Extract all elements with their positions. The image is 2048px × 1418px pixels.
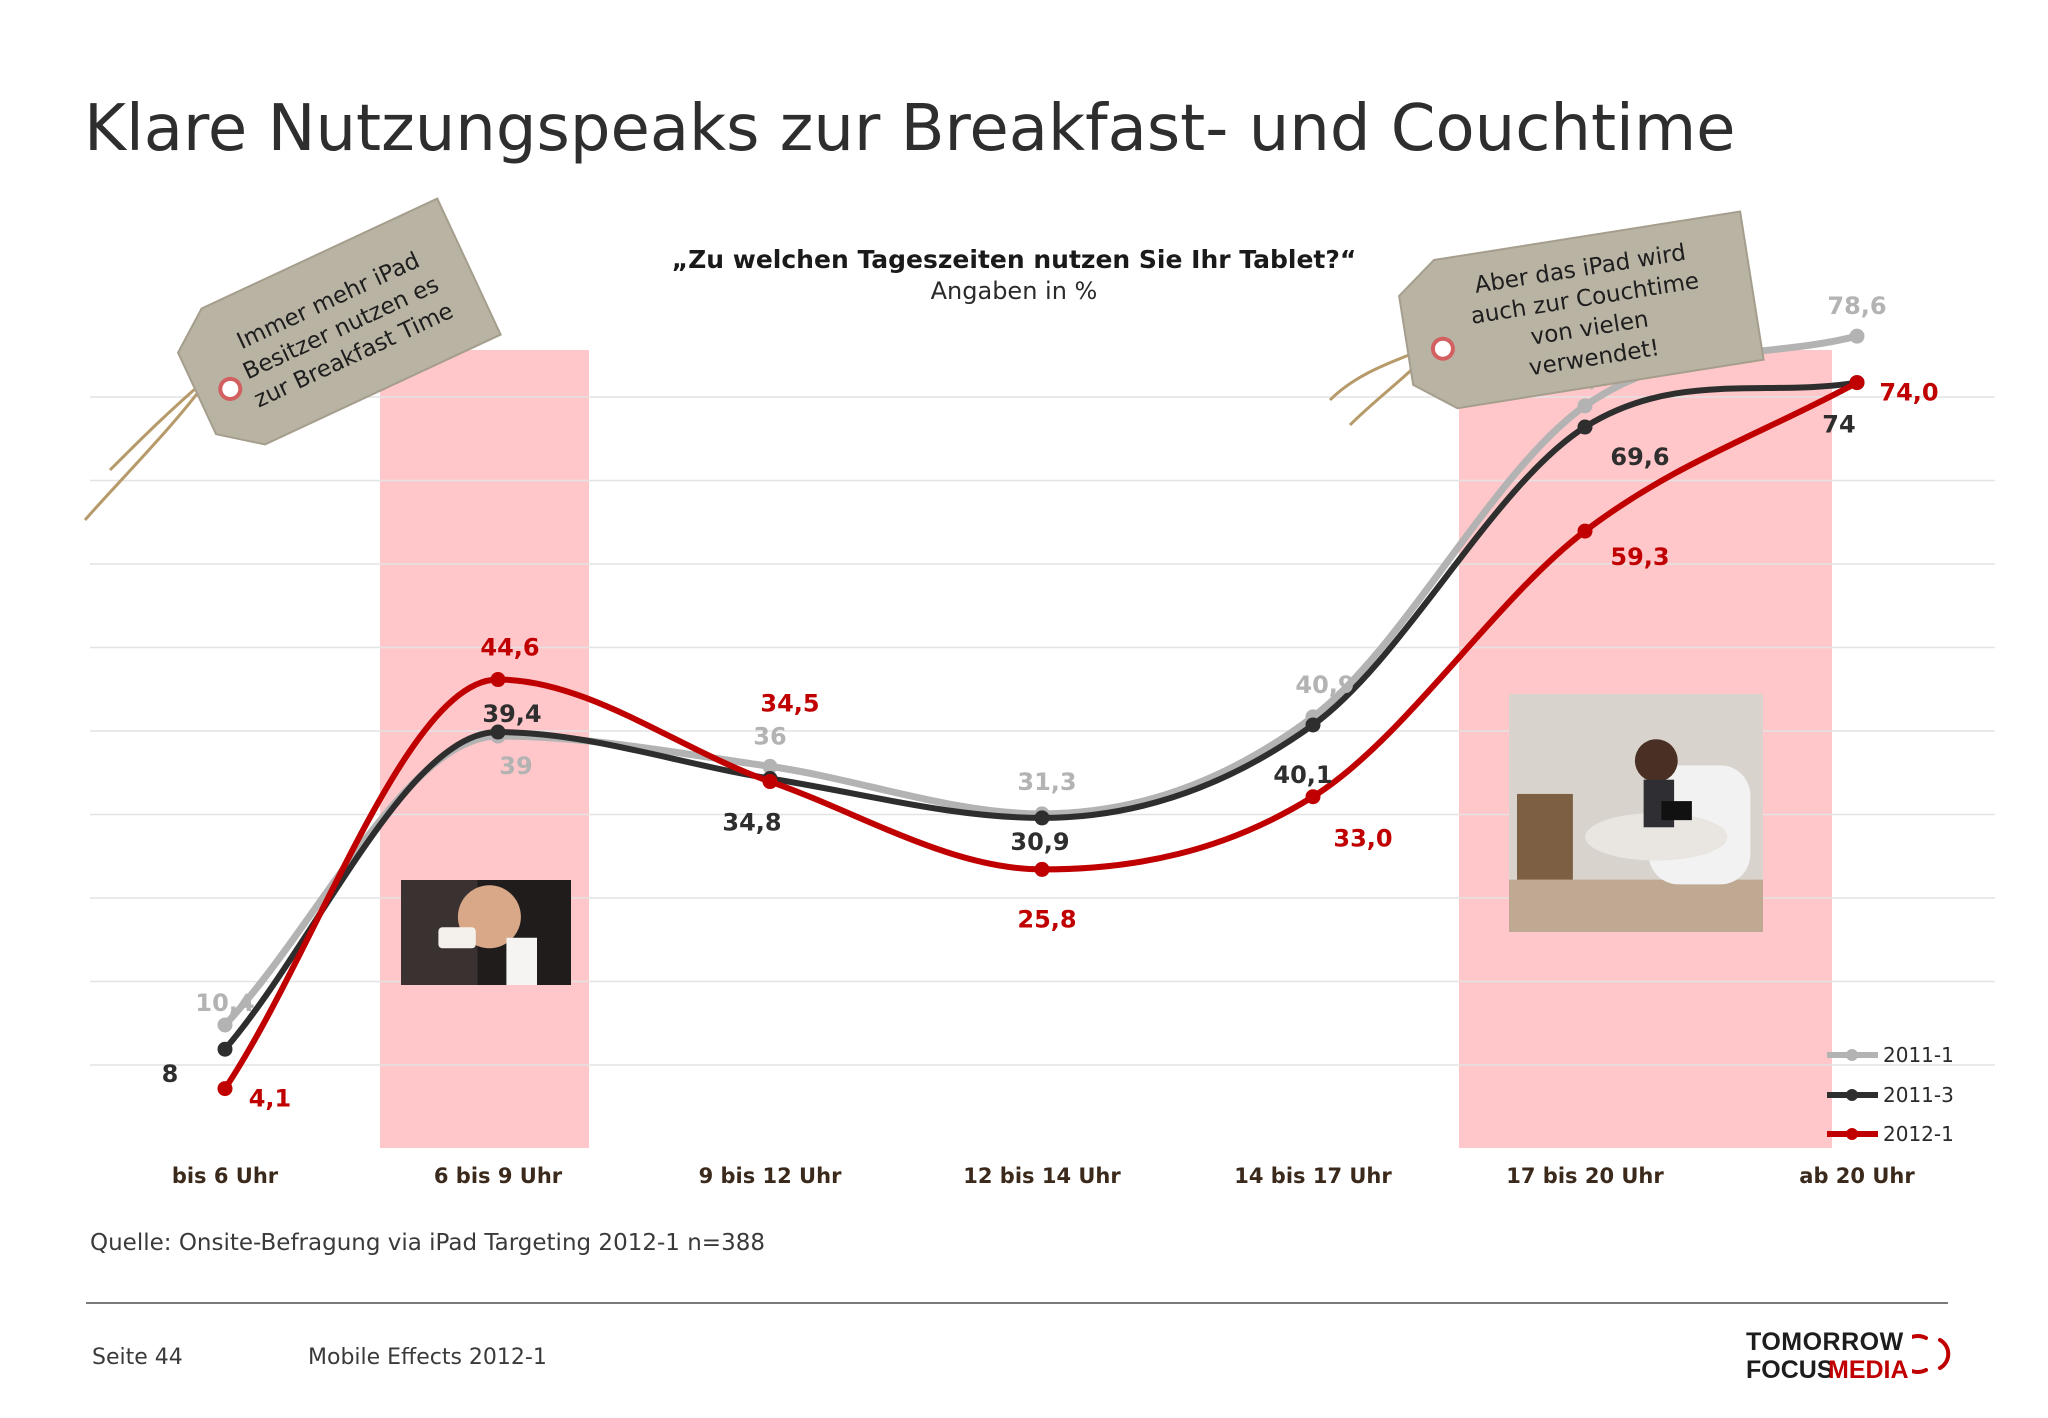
data-label-2012-1-0: 4,1 [249,1085,292,1113]
data-point-2012-1-1 [490,672,506,688]
photo-dresser [1517,793,1573,880]
breakfast-tag-shape [176,197,502,446]
data-label-2011-3-1: 39,4 [482,700,541,728]
data-point-2011-1-5 [1577,398,1593,414]
data-label-2011-1-4: 40,9 [1295,671,1354,699]
legend-label-2011-3: 2011-3 [1883,1083,1954,1107]
data-label-2011-1-3: 31,3 [1017,768,1076,796]
logo-line-1: TOMORROW [1746,1328,1904,1356]
data-point-2012-1-4 [1305,789,1321,805]
data-label-2011-3-4: 40,1 [1273,761,1332,789]
legend-marker-2011-3 [1846,1089,1858,1101]
data-label-2011-3-5: 69,6 [1610,443,1669,471]
data-label-2012-1-4: 33,0 [1333,825,1392,853]
data-point-2012-1-2 [762,774,778,790]
data-label-2011-3-6: 74 [1822,411,1855,439]
page-number: Seite 44 [92,1345,183,1370]
x-tick-label-6: ab 20 Uhr [1799,1164,1915,1188]
data-point-2011-3-0 [217,1041,233,1057]
data-point-2011-1-2 [762,758,778,774]
data-label-2011-3-3: 30,9 [1010,828,1069,856]
data-point-2011-3-3 [1034,810,1050,826]
data-label-2011-1-0: 10,4 [195,989,254,1017]
tomorrow-focus-media-logo: TOMORROW FOCUS MEDIA [1746,1324,1956,1384]
x-tick-label-5: 17 bis 20 Uhr [1506,1164,1664,1188]
data-point-2011-1-6 [1849,328,1865,344]
couch-photo [1509,694,1763,932]
report-name: Mobile Effects 2012-1 [308,1345,547,1370]
data-point-2011-3-4 [1305,717,1321,733]
data-point-2012-1-6 [1849,375,1865,391]
x-tick-label-3: 12 bis 14 Uhr [963,1164,1121,1188]
couchtime-tag-shape [1398,210,1765,410]
data-point-2011-1-0 [217,1017,233,1033]
logo-line-2a: FOCUS [1746,1356,1834,1384]
legend-marker-2012-1 [1846,1128,1858,1140]
logo-circle-icon [1912,1334,1951,1374]
chart-title: „Zu welchen Tageszeiten nutzen Sie Ihr T… [672,245,1357,274]
data-label-2012-1-3: 25,8 [1017,905,1076,933]
data-label-2011-1-6: 78,6 [1827,292,1886,320]
page-title: Klare Nutzungspeaks zur Breakfast- und C… [84,92,1736,166]
legend-marker-2011-1 [1846,1049,1858,1061]
data-point-2012-1-0 [217,1081,233,1097]
x-tick-label-2: 9 bis 12 Uhr [699,1164,843,1188]
data-point-2012-1-5 [1577,523,1593,539]
data-label-2011-1-1: 39 [499,752,532,780]
data-point-2011-3-1 [490,724,506,740]
data-label-2012-1-5: 59,3 [1610,543,1669,571]
data-label-2011-3-0: 8 [162,1060,179,1088]
x-tick-label-4: 14 bis 17 Uhr [1234,1164,1392,1188]
data-point-2011-3-5 [1577,419,1593,435]
x-tick-label-0: bis 6 Uhr [172,1164,279,1188]
data-point-2012-1-3 [1034,861,1050,877]
couchtime-tag-eyelet [1430,336,1455,361]
footer-divider [86,1302,1948,1304]
legend-label-2012-1: 2012-1 [1883,1122,1954,1146]
x-tick-label-1: 6 bis 9 Uhr [434,1164,563,1188]
photo-tablet [1661,801,1692,821]
breakfast-tag-eyelet [218,376,243,401]
data-label-2011-1-2: 36 [753,722,786,750]
photo-cup [438,927,476,949]
photo-legs [1585,813,1728,861]
chart-subtitle: Angaben in % [931,277,1098,305]
data-label-2012-1-1: 44,6 [480,634,539,662]
source-note: Quelle: Onsite-Befragung via iPad Target… [90,1230,765,1256]
photo-floor [1509,879,1763,932]
legend-label-2011-1: 2011-1 [1883,1043,1954,1067]
breakfast-photo [401,880,571,985]
photo-head [1634,739,1678,783]
data-label-2012-1-6: 74,0 [1879,379,1938,407]
data-label-2012-1-2: 34,5 [760,690,819,718]
data-label-2011-3-2: 34,8 [722,809,781,837]
logo-line-2b: MEDIA [1828,1356,1909,1384]
photo-shirt [506,937,537,985]
